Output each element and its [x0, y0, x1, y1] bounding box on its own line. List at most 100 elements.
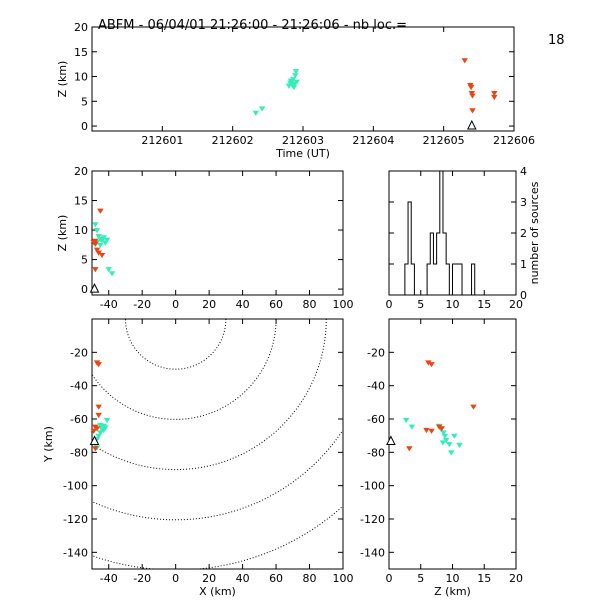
time-height-point	[289, 77, 297, 83]
y-axis-tick-label: -140	[360, 546, 385, 559]
z-axis-tick-label: 20	[509, 572, 523, 585]
hist-y-axis-tick-label: 4	[520, 165, 527, 178]
x-axis-tick-label: 80	[303, 298, 317, 311]
y-axis-tick-label: -120	[360, 513, 385, 526]
y-axis-tick-label: -40	[70, 380, 88, 393]
z-y-point	[408, 424, 416, 430]
x-height-point	[98, 252, 106, 259]
z-y-point	[406, 446, 413, 452]
z-axis-tick-label: 5	[417, 572, 424, 585]
z-axis-tick-label: 10	[446, 572, 460, 585]
z-y-point	[446, 442, 453, 448]
hist-y-axis-tick-label: 1	[520, 258, 527, 271]
x-height-point	[108, 271, 116, 277]
station-marker	[386, 435, 396, 445]
z-y-point	[428, 362, 435, 368]
y-axis-tick-label: -60	[367, 413, 385, 426]
time-height-point	[491, 90, 498, 97]
y-axis-tick-label: -80	[70, 446, 88, 459]
x-height-point	[105, 267, 112, 273]
x-height-point	[93, 228, 101, 234]
z-y-point	[442, 437, 450, 444]
time-height-point	[461, 58, 468, 64]
time-axis-tick-label: 212606	[493, 134, 535, 147]
time-height-point	[469, 93, 476, 99]
z-y-point	[402, 417, 410, 424]
time-height-point	[468, 90, 476, 97]
x-axis-label: X (km)	[199, 585, 236, 598]
y-axis-label: Y (km)	[42, 426, 55, 463]
x-height-frame	[91, 170, 344, 296]
y-axis-tick-label: -100	[360, 480, 385, 493]
z-axis-tick-label: 20	[74, 165, 88, 178]
z-y-point	[470, 404, 477, 410]
x-axis-tick-label: -40	[100, 298, 118, 311]
time-axis-tick-label: 212602	[212, 134, 254, 147]
x-axis-tick-label: 20	[202, 298, 216, 311]
x-y-map-point	[92, 446, 99, 452]
x-height-point	[92, 238, 99, 244]
z-axis-tick-label: 0	[81, 283, 88, 296]
time-axis-label: Time (UT)	[275, 147, 330, 160]
x-axis-tick-label: -40	[100, 572, 118, 585]
z-axis-tick-label: 0	[386, 572, 393, 585]
z-y-frame	[388, 318, 517, 570]
z-axis-tick-label: 5	[81, 254, 88, 267]
z-y-point	[438, 426, 445, 432]
z-y-point	[451, 433, 458, 439]
hist-y-axis-tick-label: 0	[520, 289, 527, 302]
x-height-point	[97, 242, 104, 249]
time-axis-tick-label: 212601	[141, 134, 183, 147]
x-axis-tick-label: 40	[236, 298, 250, 311]
range-ring	[124, 319, 227, 370]
x-y-map-point	[95, 433, 102, 439]
x-axis-tick-label: 40	[236, 572, 250, 585]
station-marker	[89, 282, 100, 293]
histogram-outline	[389, 170, 516, 296]
hist-y-axis-tick-label: 2	[520, 227, 527, 240]
time-height-point	[258, 106, 266, 112]
time-axis-tick-label: 212604	[352, 134, 394, 147]
y-axis-tick-label: -100	[63, 480, 88, 493]
histogram-bar	[433, 264, 436, 295]
z-y-point	[440, 430, 447, 436]
z-y-point	[439, 440, 447, 446]
x-y-map-point	[103, 417, 111, 424]
z-y-point	[428, 428, 435, 434]
hist-x-tick-label: 20	[509, 298, 523, 311]
station-marker	[89, 435, 100, 445]
z-axis-label: Z (km)	[434, 585, 471, 598]
x-axis-tick-label: 20	[202, 572, 216, 585]
x-y-map-point	[93, 426, 101, 432]
range-ring	[92, 428, 343, 521]
z-axis-tick-label: 0	[81, 120, 88, 133]
station-marker	[466, 119, 477, 130]
x-height-point	[93, 247, 101, 253]
z-axis-tick-label: 15	[74, 195, 88, 208]
time-height-frame	[91, 26, 515, 132]
y-axis-tick-label: -140	[63, 546, 88, 559]
x-y-map-point	[97, 430, 104, 436]
x-height-point	[92, 222, 99, 228]
x-axis-tick-label: 60	[269, 572, 283, 585]
y-axis-tick-label: -120	[63, 513, 88, 526]
x-axis-tick-label: 80	[303, 572, 317, 585]
time-height-point	[491, 94, 498, 101]
x-axis-tick-label: 100	[333, 298, 354, 311]
hist-x-tick-label: 10	[446, 298, 460, 311]
hist-y-axis-tick-label: 3	[520, 196, 527, 209]
time-height-point	[292, 69, 300, 75]
x-y-map-point	[102, 425, 109, 431]
x-height-point	[97, 208, 104, 214]
z-axis-tick-label: 15	[477, 572, 491, 585]
location-count: 18	[548, 33, 565, 48]
z-axis-tick-label: 20	[74, 21, 88, 34]
y-axis-tick-label: -40	[367, 380, 385, 393]
x-axis-tick-label: -20	[133, 572, 151, 585]
z-y-point	[423, 427, 430, 434]
z-axis-tick-label: 5	[81, 95, 88, 108]
hist-y-label: number of sources	[528, 181, 541, 284]
x-axis-tick-label: -20	[133, 298, 151, 311]
time-height-point	[293, 79, 300, 85]
